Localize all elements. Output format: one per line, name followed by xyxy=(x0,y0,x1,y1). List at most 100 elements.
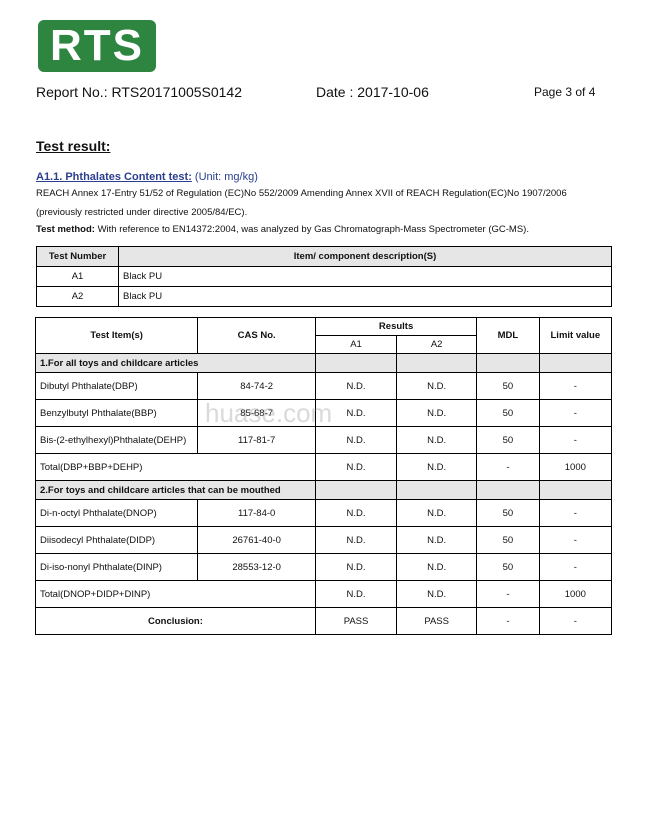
col-header: MDL xyxy=(476,317,540,354)
cell: - xyxy=(476,580,540,608)
cell: Total(DNOP+DIDP+DINP) xyxy=(35,580,316,608)
regulation-line-2: (previously restricted under directive 2… xyxy=(36,207,248,218)
cell xyxy=(476,480,540,500)
section-row-label: 1.For all toys and childcare articles xyxy=(35,353,316,373)
cell: Black PU xyxy=(118,266,612,287)
cell: N.D. xyxy=(396,553,478,581)
cell: 50 xyxy=(476,499,540,527)
cell: 50 xyxy=(476,372,540,400)
cell: PASS xyxy=(314,607,398,635)
regulation-line: REACH Annex 17-Entry 51/52 of Regulation… xyxy=(36,188,567,199)
cell: Bis-(2-ethylhexyl)Phthalate(DEHP) xyxy=(34,426,199,454)
cell xyxy=(314,353,398,373)
page-number: Page 3 of 4 xyxy=(534,85,596,99)
col-header: CAS No. xyxy=(197,317,316,354)
cell: 50 xyxy=(476,526,540,554)
cell: 1000 xyxy=(538,580,613,608)
col-header: Test Item(s) xyxy=(34,317,199,354)
cell: 1000 xyxy=(538,453,613,481)
cell: N.D. xyxy=(314,372,398,400)
col-header: Limit value xyxy=(538,317,613,354)
cell: - xyxy=(476,453,540,481)
rts-logo: RTS xyxy=(38,20,156,72)
cell: Benzylbutyl Phthalate(BBP) xyxy=(34,399,199,427)
cell xyxy=(538,353,613,373)
cell xyxy=(396,480,478,500)
table-row: A1 Black PU xyxy=(36,266,612,287)
method-text: With reference to EN14372:2004, was anal… xyxy=(94,224,529,235)
table-row: Di-iso-nonyl Phthalate(DINP) 28553-12-0 N.… xyxy=(34,553,613,581)
cell: A1 xyxy=(36,266,119,287)
watermark: huase.com xyxy=(205,398,333,428)
report-number: Report No.: RTS20171005S0142 xyxy=(36,84,242,100)
cell: Di-n-octyl Phthalate(DNOP) xyxy=(34,499,199,527)
cell: 28553-12-0 xyxy=(197,553,316,581)
col-header: Results xyxy=(314,317,478,336)
cell xyxy=(538,480,613,500)
section-title: Test result: xyxy=(36,138,111,154)
cell: - xyxy=(538,426,613,454)
cell: N.D. xyxy=(396,426,478,454)
cell: - xyxy=(538,499,613,527)
cell: N.D. xyxy=(396,453,478,481)
cell: N.D. xyxy=(396,372,478,400)
cell: N.D. xyxy=(396,499,478,527)
cell: - xyxy=(538,399,613,427)
test-name: A1.1. Phthalates Content test: xyxy=(36,171,192,183)
col-header: A1 xyxy=(314,335,398,354)
cell: 50 xyxy=(476,399,540,427)
cell xyxy=(396,353,478,373)
cell: 117-81-7 xyxy=(197,426,316,454)
section-row-label: 2.For toys and childcare articles that c… xyxy=(35,480,316,500)
cell: PASS xyxy=(396,607,478,635)
table-row: Dibutyl Phthalate(DBP) 84-74-2 N.D. N.D. 50- xyxy=(34,372,613,400)
cell: - xyxy=(538,372,613,400)
cell: 117-84-0 xyxy=(197,499,316,527)
cell: 26761-40-0 xyxy=(197,526,316,554)
cell: - xyxy=(538,526,613,554)
cell: - xyxy=(538,553,613,581)
cell: N.D. xyxy=(396,580,478,608)
cell: A2 xyxy=(36,286,119,307)
cell: N.D. xyxy=(314,499,398,527)
cell: 50 xyxy=(476,426,540,454)
cell: 50 xyxy=(476,553,540,581)
cell: Total(DBP+BBP+DEHP) xyxy=(35,453,316,481)
cell: Dibutyl Phthalate(DBP) xyxy=(34,372,199,400)
cell: 84-74-2 xyxy=(197,372,316,400)
method-label: Test method: xyxy=(36,224,95,235)
table-row: Bis-(2-ethylhexyl)Phthalate(DEHP) 117-81-… xyxy=(34,426,613,454)
cell xyxy=(476,353,540,373)
col-header: Item/ component description(S) xyxy=(118,246,612,267)
test-method: Test method: With reference to EN14372:2… xyxy=(36,224,529,235)
report-date: Date : 2017-10-06 xyxy=(316,84,429,100)
table-row: Total(DNOP+DIDP+DINP) N.D. N.D. -1000 xyxy=(35,580,613,608)
cell: N.D. xyxy=(314,580,398,608)
cell: - xyxy=(476,607,540,635)
cell: Black PU xyxy=(118,286,612,307)
cell: N.D. xyxy=(314,426,398,454)
cell: N.D. xyxy=(396,526,478,554)
cell xyxy=(314,480,398,500)
table-row: Conclusion: PASS PASS - - xyxy=(35,607,613,635)
unit: (Unit: mg/kg) xyxy=(194,171,258,183)
table-row: Total(DBP+BBP+DEHP) N.D. N.D. -1000 xyxy=(35,453,613,481)
cell: N.D. xyxy=(314,453,398,481)
table-row: Di-n-octyl Phthalate(DNOP) 117-84-0 N.D. N.… xyxy=(34,499,613,527)
col-header: Test Number xyxy=(36,246,119,267)
cell: N.D. xyxy=(396,399,478,427)
cell: Diisodecyl Phthalate(DIDP) xyxy=(34,526,199,554)
sample-table: Test Number Item/ component description(S… xyxy=(36,246,612,307)
cell: - xyxy=(538,607,613,635)
cell: Conclusion: xyxy=(35,607,316,635)
cell: N.D. xyxy=(314,526,398,554)
table-row: Diisodecyl Phthalate(DIDP) 26761-40-0 N.D.… xyxy=(34,526,613,554)
col-header: A2 xyxy=(396,335,478,354)
cell: N.D. xyxy=(314,553,398,581)
table-row: Benzylbutyl Phthalate(BBP) 85-68-7 N.D. N.D… xyxy=(34,399,613,427)
cell: Di-iso-nonyl Phthalate(DINP) xyxy=(34,553,199,581)
table-row: A2 Black PU xyxy=(36,286,612,307)
results-table: Test Item(s) CAS No. Results MDL Limit value… xyxy=(34,317,613,635)
test-heading: A1.1. Phthalates Content test: (Unit: mg… xyxy=(36,171,258,183)
